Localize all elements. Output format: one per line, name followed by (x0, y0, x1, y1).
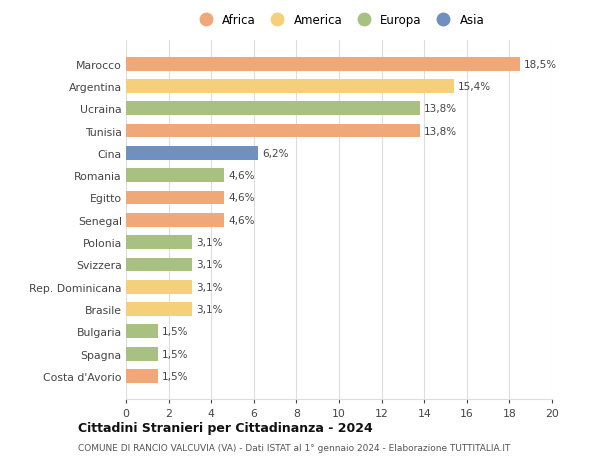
Text: 4,6%: 4,6% (228, 171, 255, 181)
Bar (126, 102, 420, 116)
Text: Cittadini Stranieri per Cittadinanza - 2024: Cittadini Stranieri per Cittadinanza - 2… (78, 421, 373, 435)
Bar (126, 57, 520, 72)
Bar (126, 235, 192, 250)
Bar (126, 124, 420, 138)
Bar (126, 302, 192, 316)
Bar (126, 191, 224, 205)
Text: 13,8%: 13,8% (424, 126, 457, 136)
Text: 1,5%: 1,5% (162, 349, 189, 359)
Bar (126, 258, 192, 272)
Text: 3,1%: 3,1% (196, 238, 223, 247)
Text: 6,2%: 6,2% (262, 149, 289, 158)
Bar (126, 169, 224, 183)
Bar (126, 146, 258, 161)
Bar (126, 347, 158, 361)
Bar (126, 325, 158, 339)
Text: 3,1%: 3,1% (196, 304, 223, 314)
Text: 1,5%: 1,5% (162, 371, 189, 381)
Text: 3,1%: 3,1% (196, 282, 223, 292)
Text: COMUNE DI RANCIO VALCUVIA (VA) - Dati ISTAT al 1° gennaio 2024 - Elaborazione TU: COMUNE DI RANCIO VALCUVIA (VA) - Dati IS… (78, 443, 511, 452)
Text: 15,4%: 15,4% (458, 82, 491, 92)
Legend: Africa, America, Europa, Asia: Africa, America, Europa, Asia (191, 11, 487, 29)
Bar (126, 213, 224, 227)
Text: 1,5%: 1,5% (162, 327, 189, 336)
Text: 3,1%: 3,1% (196, 260, 223, 270)
Bar (126, 80, 454, 94)
Text: 4,6%: 4,6% (228, 193, 255, 203)
Text: 4,6%: 4,6% (228, 215, 255, 225)
Text: 18,5%: 18,5% (524, 60, 557, 69)
Bar (126, 280, 192, 294)
Text: 13,8%: 13,8% (424, 104, 457, 114)
Bar (126, 369, 158, 383)
